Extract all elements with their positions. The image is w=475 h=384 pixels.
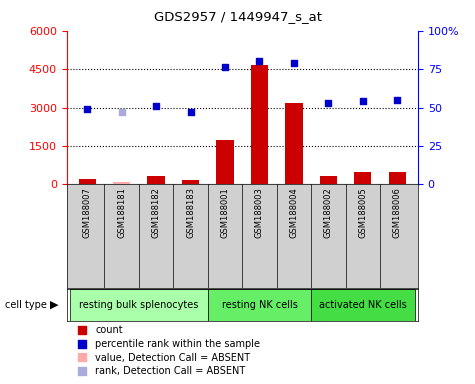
Text: GSM188004: GSM188004: [289, 187, 298, 238]
Text: GSM188183: GSM188183: [186, 187, 195, 238]
Text: GSM188005: GSM188005: [358, 187, 367, 238]
Point: [256, 58, 263, 64]
Text: ▶: ▶: [50, 300, 59, 310]
Point: [118, 109, 125, 115]
Bar: [208, 289, 311, 321]
Text: GSM188182: GSM188182: [152, 187, 161, 238]
Text: count: count: [95, 325, 123, 335]
Text: resting bulk splenocytes: resting bulk splenocytes: [79, 300, 199, 310]
Text: value, Detection Call = ABSENT: value, Detection Call = ABSENT: [95, 353, 250, 362]
Bar: [113, 182, 130, 184]
Point: [78, 327, 86, 333]
Bar: [251, 65, 268, 184]
Point: [359, 98, 367, 104]
Point: [152, 103, 160, 109]
Text: GDS2957 / 1449947_s_at: GDS2957 / 1449947_s_at: [153, 10, 322, 23]
Point: [78, 341, 86, 347]
Point: [78, 354, 86, 361]
Text: resting NK cells: resting NK cells: [221, 300, 297, 310]
Text: rank, Detection Call = ABSENT: rank, Detection Call = ABSENT: [95, 366, 245, 376]
Point: [324, 99, 332, 106]
Text: GSM188181: GSM188181: [117, 187, 126, 238]
Text: cell type: cell type: [5, 300, 47, 310]
Text: GSM188003: GSM188003: [255, 187, 264, 238]
Text: percentile rank within the sample: percentile rank within the sample: [95, 339, 260, 349]
Point: [290, 60, 298, 66]
Text: GSM188001: GSM188001: [220, 187, 229, 238]
Text: GSM188007: GSM188007: [83, 187, 92, 238]
Bar: [389, 172, 406, 184]
Bar: [147, 175, 165, 184]
Bar: [285, 103, 303, 184]
Bar: [182, 180, 199, 184]
Bar: [320, 175, 337, 184]
Text: GSM188006: GSM188006: [393, 187, 402, 238]
Point: [78, 368, 86, 374]
Text: activated NK cells: activated NK cells: [319, 300, 407, 310]
Point: [221, 63, 229, 70]
Bar: [217, 139, 234, 184]
Bar: [311, 289, 415, 321]
Bar: [354, 172, 371, 184]
Bar: [78, 179, 96, 184]
Point: [393, 97, 401, 103]
Bar: [70, 289, 208, 321]
Point: [84, 106, 91, 112]
Text: GSM188002: GSM188002: [324, 187, 333, 238]
Point: [187, 109, 194, 115]
